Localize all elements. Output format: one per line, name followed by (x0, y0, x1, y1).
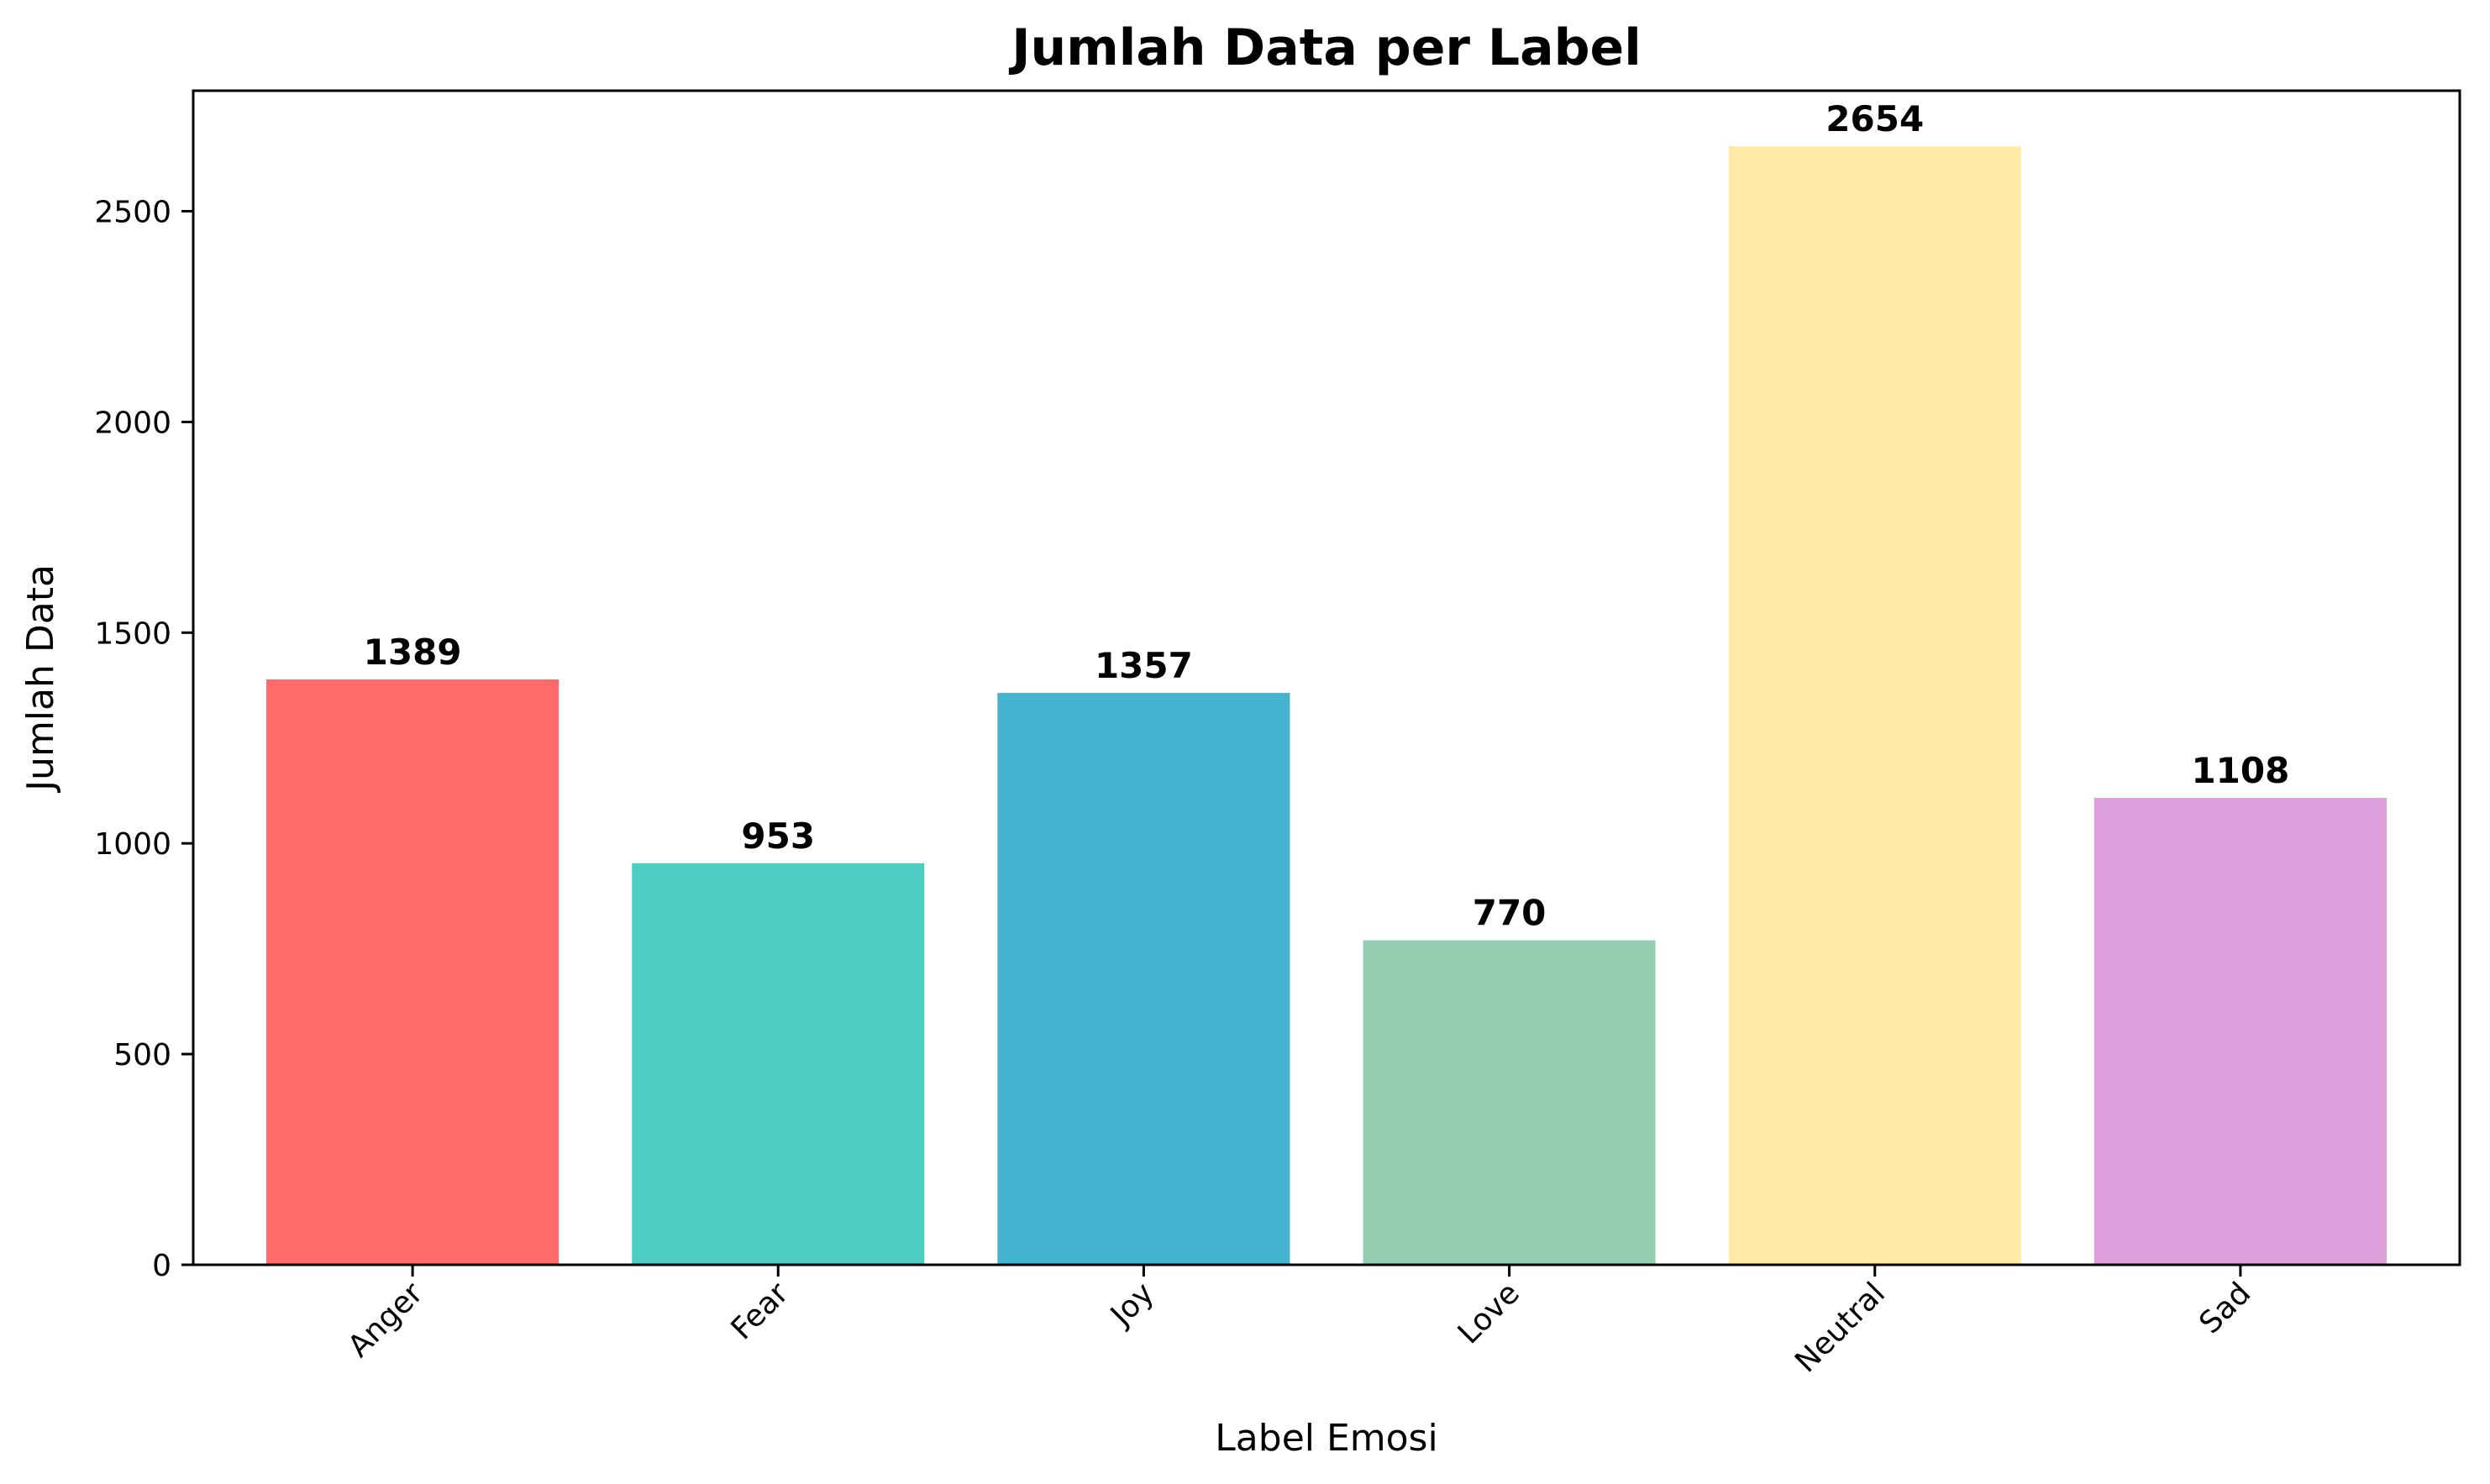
y-tick-label-500: 500 (113, 1038, 171, 1072)
x-tick-label-love: Love (1452, 1276, 1526, 1350)
y-axis: 0 500 1000 1500 2000 2500 (94, 196, 193, 1283)
value-label-anger: 1389 (364, 632, 462, 673)
plot-frame (192, 89, 2461, 1266)
bar-neutral (1728, 146, 2021, 1265)
bar-anger (266, 679, 559, 1265)
y-tick-label-0: 0 (152, 1249, 171, 1283)
x-tick-label-neutral: Neutral (1789, 1276, 1892, 1379)
value-label-fear: 953 (741, 815, 815, 857)
y-tick-label-1000: 1000 (94, 827, 171, 862)
value-label-sad: 1108 (2191, 750, 2289, 791)
x-axis: Anger Fear Joy Love Neutral Sad (342, 1265, 2257, 1379)
bar-joy (997, 693, 1290, 1265)
y-tick-label-2000: 2000 (94, 406, 171, 440)
bar-fear (632, 863, 925, 1265)
y-tick-label-1500: 1500 (94, 616, 171, 651)
chart-title: Jumlah Data per Label (1008, 18, 1642, 77)
x-tick-label-sad: Sad (2193, 1276, 2257, 1340)
value-label-love: 770 (1473, 893, 1547, 934)
value-labels-group: 1389 953 1357 770 2654 1108 (364, 98, 2290, 933)
x-tick-label-joy: Joy (1103, 1276, 1161, 1334)
y-tick-label-2500: 2500 (94, 196, 171, 230)
value-label-joy: 1357 (1095, 645, 1193, 686)
x-tick-label-fear: Fear (725, 1276, 796, 1346)
y-axis-label: Jumlah Data (19, 564, 62, 794)
x-axis-label: Label Emosi (1215, 1417, 1437, 1460)
bar-sad (2093, 798, 2387, 1265)
bar-love (1363, 940, 1656, 1265)
value-label-neutral: 2654 (1825, 98, 1924, 139)
x-tick-label-anger: Anger (342, 1276, 430, 1364)
bars-group (266, 146, 2387, 1265)
